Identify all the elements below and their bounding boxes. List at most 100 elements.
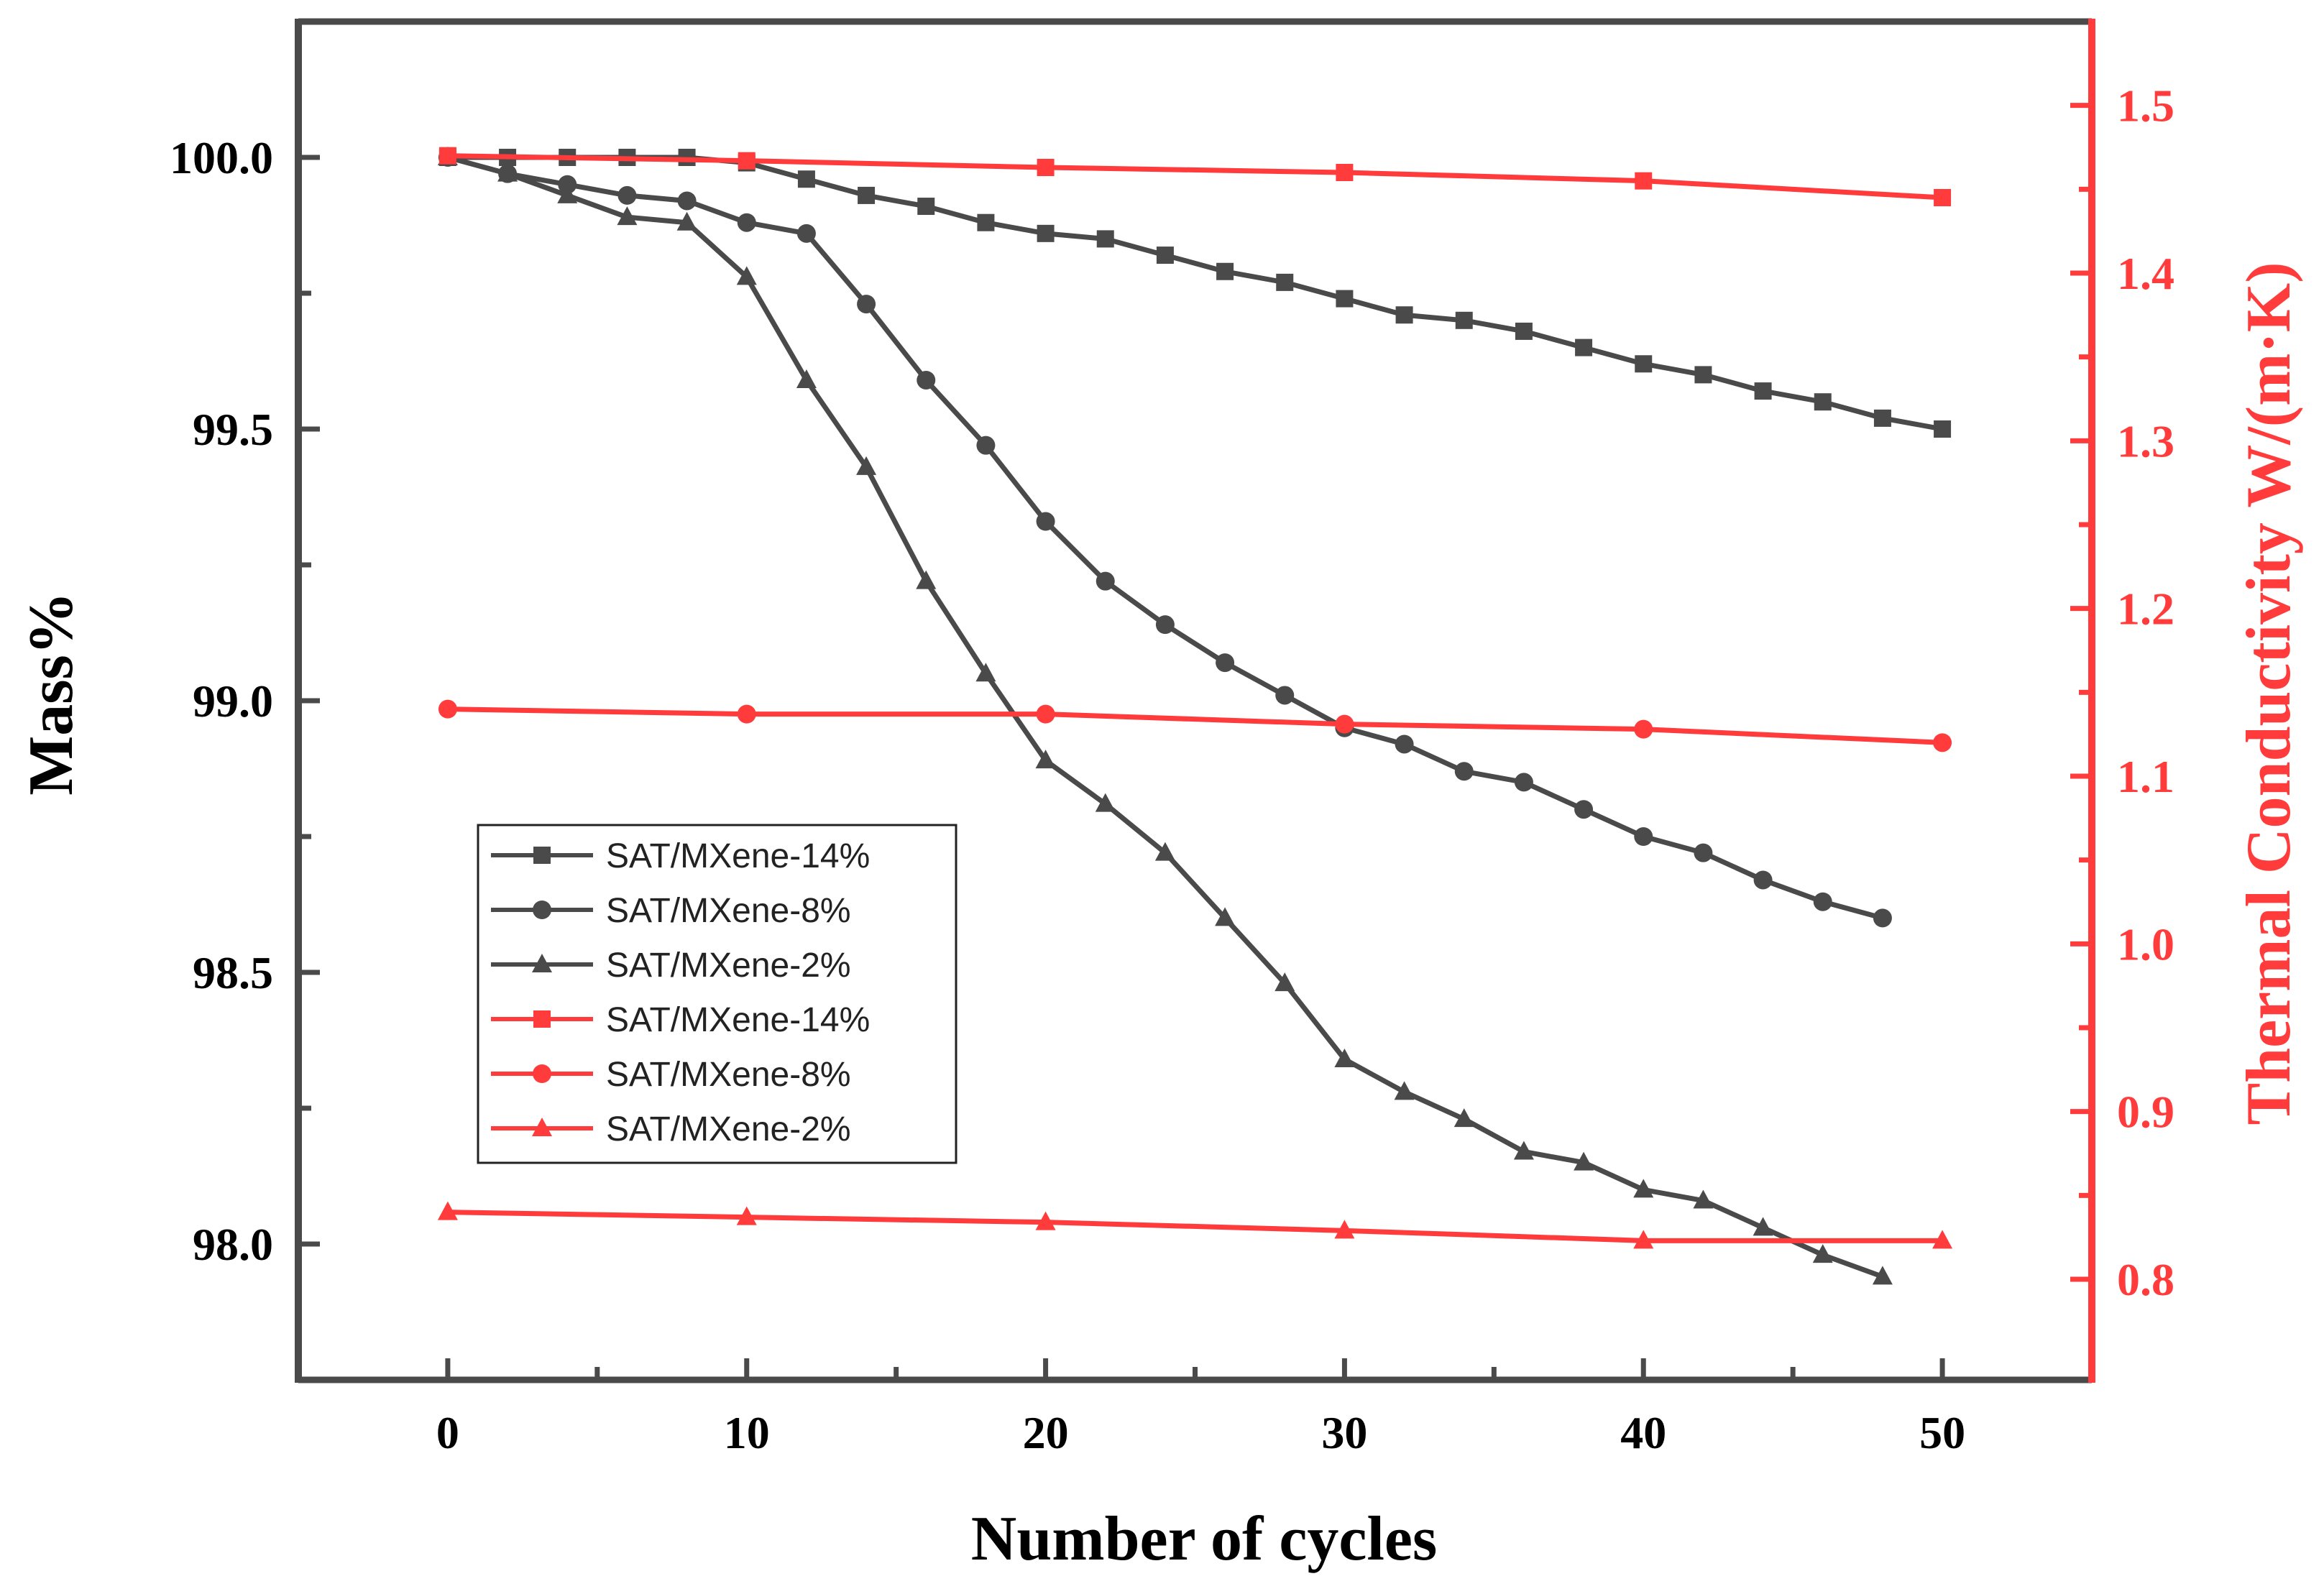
data-point xyxy=(1395,306,1413,324)
legend-label: SAT/MXene-8% xyxy=(606,892,851,930)
data-point xyxy=(1336,290,1354,308)
data-point xyxy=(858,186,876,204)
y-left-axis-title: Mass% xyxy=(17,591,86,796)
data-point xyxy=(736,1206,757,1225)
data-point xyxy=(437,1201,458,1220)
data-point xyxy=(1335,714,1354,734)
y-right-tick-label: 1.0 xyxy=(2117,918,2174,969)
data-point xyxy=(1574,1151,1594,1171)
series-mass-circle xyxy=(438,148,1892,928)
legend-marker xyxy=(533,1064,551,1083)
data-point xyxy=(1334,1220,1355,1239)
data-point xyxy=(1216,262,1234,280)
data-point xyxy=(1155,615,1175,635)
data-point xyxy=(737,213,756,232)
data-point xyxy=(1274,972,1295,992)
data-point xyxy=(977,213,995,231)
data-point xyxy=(617,206,638,226)
series-line xyxy=(447,706,1943,745)
y-right-tick-label: 1.1 xyxy=(2117,751,2174,802)
series-conductivity-triangle xyxy=(437,1201,1953,1249)
data-point xyxy=(1754,382,1772,400)
data-point xyxy=(1036,512,1055,531)
y-right-tick-label: 1.5 xyxy=(2117,80,2174,132)
data-point xyxy=(1633,1230,1654,1249)
data-point xyxy=(1635,355,1653,373)
x-tick-label: 30 xyxy=(1321,1407,1367,1458)
data-point xyxy=(1934,189,1952,206)
data-point xyxy=(796,224,816,243)
x-tick-label: 40 xyxy=(1620,1407,1666,1458)
series-mass-triangle xyxy=(437,147,1893,1285)
y-right-axis-title: Thermal Conductivity W/(m·K) xyxy=(2234,262,2304,1125)
legend-label: SAT/MXene-8% xyxy=(606,1056,851,1094)
x-tick-label: 0 xyxy=(436,1407,459,1458)
y-left-tick-label: 100.0 xyxy=(170,132,273,183)
y-right-tick-label: 0.9 xyxy=(2117,1087,2174,1138)
x-tick-label: 10 xyxy=(724,1407,770,1458)
data-point xyxy=(1933,733,1952,752)
data-point xyxy=(1934,420,1952,438)
data-point xyxy=(1873,908,1892,928)
data-point xyxy=(1694,366,1712,384)
legend-label: SAT/MXene-14% xyxy=(606,837,870,875)
series-layer xyxy=(437,147,1953,1285)
data-point xyxy=(796,369,817,388)
legend-marker xyxy=(533,847,551,864)
data-point xyxy=(1156,247,1174,264)
legend-box xyxy=(477,824,957,1164)
data-point xyxy=(438,699,457,719)
data-point xyxy=(1872,1266,1893,1285)
data-point xyxy=(1812,1244,1833,1263)
data-point xyxy=(1336,164,1354,181)
data-point xyxy=(558,175,577,194)
data-point xyxy=(617,185,637,205)
data-point xyxy=(1633,1179,1654,1198)
data-point xyxy=(917,198,935,216)
legend-marker xyxy=(533,1010,551,1028)
data-point xyxy=(1334,1048,1355,1067)
axes-layer: 0 10 20 30 40 50 98.0 98.5 99.0 99.5 100.0 0.8 0.9 1.… xyxy=(170,18,2174,1458)
data-point xyxy=(1096,230,1114,248)
data-point xyxy=(1455,311,1473,329)
data-point xyxy=(737,704,756,724)
data-point xyxy=(1216,653,1235,673)
data-point xyxy=(1932,1230,1953,1249)
data-point xyxy=(1514,773,1533,792)
data-point xyxy=(1037,159,1055,176)
data-point xyxy=(1154,842,1175,861)
data-point xyxy=(1394,1081,1415,1100)
data-point xyxy=(1096,571,1115,591)
legend-marker xyxy=(532,1118,552,1136)
y-left-tick-label: 98.0 xyxy=(193,1219,273,1270)
data-point xyxy=(1095,793,1116,812)
data-point xyxy=(1635,172,1653,190)
data-point xyxy=(1634,827,1653,846)
series-line xyxy=(447,1210,1943,1243)
data-point xyxy=(1513,1141,1534,1160)
y-left-tick-label: 98.5 xyxy=(193,947,273,998)
legend-marker xyxy=(532,954,552,972)
data-point xyxy=(797,170,815,188)
y-right-tick-label: 1.2 xyxy=(2117,584,2174,635)
data-point xyxy=(917,370,936,390)
data-point xyxy=(1395,734,1414,754)
data-point xyxy=(557,184,578,203)
data-point xyxy=(1515,322,1533,340)
data-point xyxy=(857,295,876,314)
data-point xyxy=(975,663,996,682)
data-point xyxy=(1035,1211,1056,1230)
data-point xyxy=(916,570,937,589)
data-point xyxy=(1036,704,1055,724)
data-point xyxy=(676,211,697,231)
data-point xyxy=(1276,273,1294,291)
data-point xyxy=(1693,1189,1714,1209)
data-point xyxy=(1275,686,1295,705)
legend-marker xyxy=(533,901,551,919)
y-right-tick-label: 1.3 xyxy=(2117,415,2174,466)
data-point xyxy=(976,436,996,455)
data-point xyxy=(1813,892,1832,911)
legend-label: SAT/MXene-14% xyxy=(606,1001,870,1039)
y-right-tick-label: 0.8 xyxy=(2117,1254,2174,1305)
